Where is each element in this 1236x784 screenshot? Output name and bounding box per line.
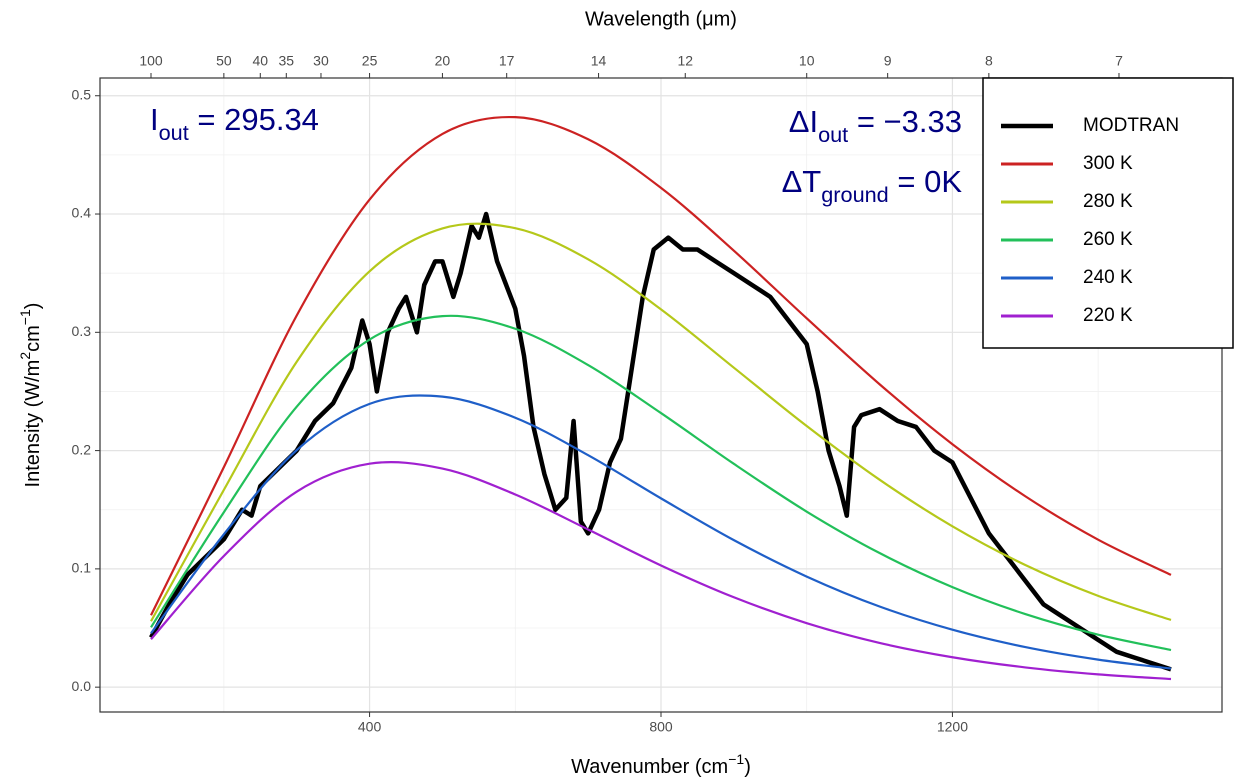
annotation-part: I (150, 102, 159, 137)
y-tick-label: 0.2 (72, 441, 92, 457)
x-tick-label: 400 (358, 719, 382, 735)
x-axis-title-part: Wavenumber (cm (571, 756, 728, 778)
legend-label: 220 K (1083, 305, 1133, 326)
x2-tick-label: 12 (677, 53, 693, 69)
legend-label: 240 K (1083, 267, 1133, 288)
legend-box (982, 77, 1234, 349)
annotation: Iout = 295.34 (150, 102, 319, 145)
y-axis-title-part: −1 (17, 309, 33, 325)
x2-axis-title: Wavelength (μm) (585, 8, 737, 30)
series-line (150, 115, 1172, 616)
annotation: ΔIout = −3.33 (789, 104, 962, 147)
x2-tick-label: 50 (216, 53, 232, 69)
x-tick-label: 1200 (937, 719, 968, 735)
y-axis-title-part: cm (22, 325, 44, 352)
x2-tick-label: 8 (985, 53, 993, 69)
y-axis-title-part: Intensity (W/m (22, 360, 44, 488)
annotation-part: ΔI (789, 104, 818, 139)
x-axis-title-part: −1 (728, 751, 744, 767)
annotation-part: = 295.34 (189, 102, 319, 137)
x2-tick-label: 7 (1115, 53, 1123, 69)
x2-tick-label: 35 (279, 53, 295, 69)
annotation-part: out (818, 122, 848, 147)
y-tick-label: 0.1 (72, 560, 92, 576)
series-line (150, 314, 1172, 652)
series-line (149, 211, 1172, 672)
annotation: ΔTground = 0K (782, 164, 963, 207)
y-axis-title-part: 2 (17, 352, 33, 360)
x2-tick-label: 20 (435, 53, 451, 69)
series-line (150, 222, 1172, 622)
legend-label: 280 K (1083, 191, 1133, 212)
series-line (150, 461, 1172, 681)
panel-border (99, 77, 1223, 713)
annotation-part: = 0K (889, 164, 963, 199)
y-tick-label: 0.4 (72, 205, 92, 221)
x2-tick-label: 17 (499, 53, 515, 69)
x2-tick-label: 25 (362, 53, 378, 69)
annotation-part: out (159, 120, 189, 145)
legend-label: 260 K (1083, 229, 1133, 250)
x2-tick-label: 9 (884, 53, 892, 69)
y-axis-title-part: ) (22, 303, 44, 310)
y-tick-label: 0.3 (72, 323, 92, 339)
series-line (150, 394, 1172, 670)
y-tick-label: 0.5 (72, 86, 92, 102)
x-axis-title-part: ) (744, 756, 751, 778)
x2-tick-label: 14 (591, 53, 607, 69)
y-axis-title: Intensity (W/m2cm−1) (17, 303, 45, 488)
x-axis-title: Wavenumber (cm−1) (571, 751, 751, 779)
annotation-part: = −3.33 (848, 104, 962, 139)
x2-tick-label: 10 (799, 53, 815, 69)
legend-label: MODTRAN (1083, 115, 1179, 136)
x2-tick-label: 40 (252, 53, 268, 69)
annotation-part: ΔT (782, 164, 822, 199)
y-tick-label: 0.0 (72, 678, 92, 694)
x-tick-label: 800 (649, 719, 673, 735)
legend-label: 300 K (1083, 153, 1133, 174)
x2-tick-label: 100 (139, 53, 163, 69)
annotation-part: ground (821, 182, 889, 207)
x2-tick-label: 30 (313, 53, 329, 69)
